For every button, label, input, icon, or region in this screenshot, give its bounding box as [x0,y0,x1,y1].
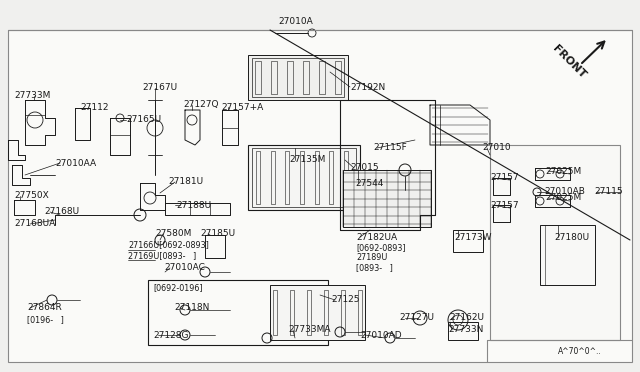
Text: 27182UA: 27182UA [356,232,397,241]
Text: 27157: 27157 [490,173,518,183]
Bar [273,290,277,335]
Text: 27010: 27010 [482,144,511,153]
Bar [256,151,260,204]
Text: 27025M: 27025M [545,193,581,202]
Bar [319,61,325,94]
Text: 27162U: 27162U [449,314,484,323]
Text: 27864R: 27864R [27,304,61,312]
Text: 27010AD: 27010AD [360,330,402,340]
Text: 27188U: 27188U [176,201,211,209]
Text: 27544: 27544 [355,179,383,187]
Text: 27180U: 27180U [554,232,589,241]
Text: 27128G: 27128G [153,330,189,340]
Bar [255,61,261,94]
Text: 27733N: 27733N [448,326,483,334]
Bar [252,148,356,207]
Text: 27112: 27112 [80,103,109,112]
Bar [285,151,289,204]
Text: 27166U[0692-0893]: 27166U[0692-0893] [128,241,209,250]
Bar [271,61,277,94]
Text: 27010A: 27010A [278,17,313,26]
Bar [341,290,345,335]
Bar [344,151,348,204]
Bar [358,290,362,335]
Text: 27185U: 27185U [200,230,235,238]
Bar [343,170,431,227]
Text: 27135M: 27135M [289,155,325,164]
Text: 27192N: 27192N [350,83,385,92]
Text: 27010AA: 27010AA [55,158,96,167]
Text: 27181U: 27181U [168,177,203,186]
Text: 27157+A: 27157+A [221,103,263,112]
Text: 27115F: 27115F [373,144,407,153]
Bar [315,151,319,204]
Bar [300,151,304,204]
Text: [0196-   ]: [0196- ] [27,315,64,324]
Text: 27118N: 27118N [174,304,209,312]
Text: 27115: 27115 [594,187,623,196]
Text: 27580M: 27580M [155,230,191,238]
Bar [448,322,478,340]
Text: 27733MA: 27733MA [288,326,330,334]
Text: 27165U: 27165U [126,115,161,125]
Bar [490,145,620,340]
Bar [330,151,333,204]
Text: [0893-   ]: [0893- ] [356,263,393,273]
Text: 27010AC: 27010AC [164,263,205,273]
Text: [0692-0893]: [0692-0893] [356,244,406,253]
Text: A^70^0^..: A^70^0^.. [558,347,602,356]
Bar [307,290,311,335]
Text: 27173W: 27173W [454,232,492,241]
Bar [148,280,328,345]
Bar [252,58,344,97]
Text: 27750X: 27750X [14,192,49,201]
Text: 27015: 27015 [350,164,379,173]
Bar [270,285,365,340]
Text: 27167U: 27167U [142,83,177,93]
Text: 27189U: 27189U [356,253,387,263]
Bar [287,61,293,94]
Bar [248,145,360,210]
Bar [8,30,632,362]
Text: 27168UA: 27168UA [14,219,55,228]
Text: 27125: 27125 [331,295,360,305]
Text: 27010AB: 27010AB [544,187,585,196]
Text: 27168U: 27168U [44,208,79,217]
Bar [303,61,309,94]
Text: 27127U: 27127U [399,314,434,323]
Bar [540,225,595,285]
Bar [248,55,348,100]
Bar [271,151,275,204]
Text: 27127Q: 27127Q [183,100,218,109]
Bar [335,61,341,94]
Text: 27733M: 27733M [14,90,51,99]
Bar [290,290,294,335]
Text: 27169U[0893-   ]: 27169U[0893- ] [128,251,196,260]
Text: 27157: 27157 [490,201,518,209]
Text: FRONT: FRONT [551,44,588,80]
Bar [324,290,328,335]
Text: [0692-0196]: [0692-0196] [153,283,203,292]
Text: 27025M: 27025M [545,167,581,176]
Bar [453,230,483,252]
